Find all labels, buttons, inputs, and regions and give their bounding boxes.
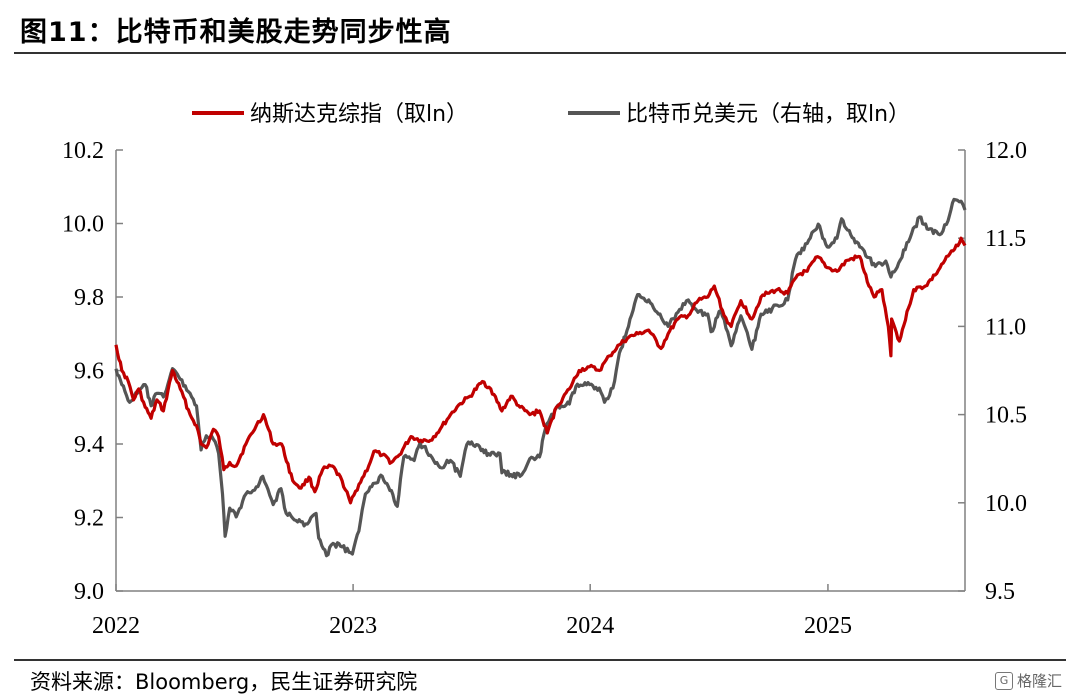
left-tick-label: 9.6 [74, 359, 104, 385]
watermark-logo-icon: G [994, 671, 1013, 690]
right-tick-label: 10.0 [985, 491, 1027, 517]
left-tick-label: 9.2 [74, 506, 104, 532]
x-tick-label: 2023 [329, 613, 377, 639]
series-line-btc [114, 197, 967, 558]
left-tick-label: 9.4 [74, 432, 104, 458]
x-tick-label: 2024 [566, 613, 614, 639]
left-tick-label: 10.0 [62, 212, 104, 238]
right-tick-label: 9.5 [985, 579, 1015, 605]
series-line-nasdaq [114, 236, 967, 505]
source-note: 资料来源：Bloomberg，民生证券研究院 [30, 670, 418, 694]
x-tick-label: 2022 [92, 613, 140, 639]
right-tick-label: 11.0 [985, 314, 1026, 340]
x-tick-label: 2025 [804, 613, 852, 639]
chart-legend: 纳斯达克综指（取ln） 比特币兑美元（右轴，取ln） [192, 102, 910, 127]
source-divider [14, 659, 1066, 661]
right-tick-label: 11.5 [985, 226, 1026, 252]
left-tick-label: 9.0 [74, 579, 104, 605]
title-divider [14, 52, 1066, 54]
legend-label-nasdaq: 纳斯达克综指（取ln） [250, 102, 468, 127]
left-tick-label: 10.2 [62, 138, 104, 164]
left-tick-label: 9.8 [74, 285, 104, 311]
right-tick-label: 10.5 [985, 403, 1027, 429]
watermark: G 格隆汇 [994, 670, 1062, 691]
chart-series [114, 197, 967, 558]
figure-title: 图11：比特币和美股走势同步性高 [20, 17, 452, 48]
legend-label-btc: 比特币兑美元（右轴，取ln） [626, 102, 910, 127]
watermark-text: 格隆汇 [1016, 672, 1062, 690]
dual-axis-line-chart: 纳斯达克综指（取ln） 比特币兑美元（右轴，取ln） 9.09.29.49.69… [62, 102, 1027, 639]
right-tick-label: 12.0 [985, 138, 1027, 164]
chart-axes: 9.0 9.2 9.4 9.6 9.8 10.0 10.2 9.5 10.0 10.5 11.0 11… [62, 138, 1027, 639]
